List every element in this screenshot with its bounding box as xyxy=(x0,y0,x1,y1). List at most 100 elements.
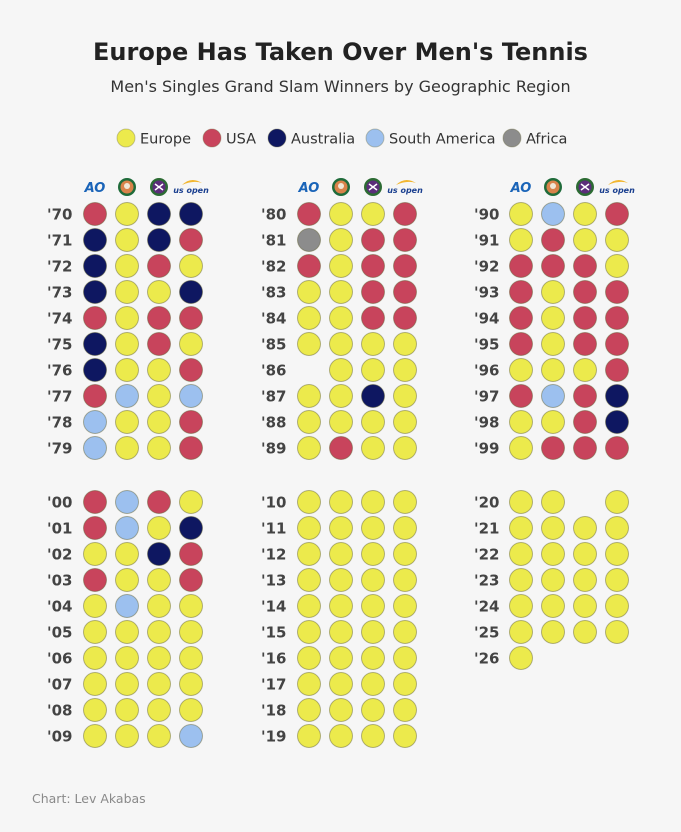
winner-dot-usa xyxy=(83,384,107,408)
year-label: '80 xyxy=(261,206,286,224)
winner-dot-usa xyxy=(509,384,533,408)
winner-dot-australia xyxy=(605,410,629,434)
year-label: '95 xyxy=(474,336,499,354)
winner-dot-europe xyxy=(179,620,203,644)
winner-dot-europe xyxy=(509,436,533,460)
winner-dot-usa xyxy=(573,306,597,330)
winner-dot-europe xyxy=(329,724,353,748)
row-89: '89 xyxy=(261,436,417,460)
year-label: '84 xyxy=(261,310,286,328)
winner-dot-europe xyxy=(329,594,353,618)
winner-dot-usa xyxy=(179,542,203,566)
winner-dot-europe xyxy=(329,672,353,696)
winner-dot-europe xyxy=(361,724,385,748)
winner-dot-south-america xyxy=(115,516,139,540)
legend-item-africa: Africa xyxy=(502,128,567,148)
winner-dot-europe xyxy=(393,672,417,696)
winner-dot-south-america xyxy=(179,384,203,408)
row-79: '79 xyxy=(47,436,203,460)
winner-dot-south-america xyxy=(83,436,107,460)
year-label: '13 xyxy=(261,572,286,590)
winner-dot-europe xyxy=(297,516,321,540)
year-label: '01 xyxy=(47,520,72,538)
row-95: '95 xyxy=(474,332,629,356)
winner-dot-europe xyxy=(329,620,353,644)
winner-dot-europe xyxy=(147,516,171,540)
row-04: '04 xyxy=(47,594,203,618)
winner-dot-europe xyxy=(83,594,107,618)
winner-dot-europe xyxy=(509,594,533,618)
winner-dot-europe xyxy=(393,332,417,356)
ao-logo-icon: AO xyxy=(298,181,320,196)
winner-dot-europe xyxy=(297,672,321,696)
winner-dot-europe xyxy=(393,568,417,592)
winner-dot-europe xyxy=(361,332,385,356)
year-label: '17 xyxy=(261,676,286,694)
winner-dot-europe xyxy=(361,568,385,592)
row-25: '25 xyxy=(474,620,629,644)
row-83: '83 xyxy=(261,280,417,304)
winner-dot-europe xyxy=(115,202,139,226)
winner-dot-usa xyxy=(573,254,597,278)
winner-dot-usa xyxy=(393,254,417,278)
year-label: '79 xyxy=(47,440,72,458)
row-97: '97 xyxy=(474,384,629,408)
winner-dot-south-america xyxy=(115,490,139,514)
winner-dot-europe xyxy=(573,568,597,592)
winner-dot-australia xyxy=(83,280,107,304)
year-label: '03 xyxy=(47,572,72,590)
legend-swatch-europe xyxy=(116,128,136,148)
row-02: '02 xyxy=(47,542,203,566)
winner-dot-australia xyxy=(83,228,107,252)
winner-dot-europe xyxy=(605,620,629,644)
tournament-header-block-1: AO us open xyxy=(84,178,209,196)
winner-dot-usa xyxy=(297,202,321,226)
winner-dot-europe xyxy=(509,516,533,540)
year-label: '81 xyxy=(261,232,286,250)
winner-dot-europe xyxy=(179,594,203,618)
winner-dot-europe xyxy=(297,646,321,670)
year-label: '78 xyxy=(47,414,72,432)
chart-credit: Chart: Lev Akabas xyxy=(32,791,146,806)
year-label: '18 xyxy=(261,702,286,720)
winner-dot-usa xyxy=(361,228,385,252)
winner-dot-europe xyxy=(179,646,203,670)
winner-dot-europe xyxy=(605,568,629,592)
winner-dot-europe xyxy=(541,594,565,618)
row-71: '71 xyxy=(47,228,203,252)
winner-dot-europe xyxy=(541,490,565,514)
winner-dot-europe xyxy=(179,698,203,722)
winner-dot-europe xyxy=(329,542,353,566)
winner-dot-usa xyxy=(147,306,171,330)
year-label: '76 xyxy=(47,362,72,380)
winner-dot-europe xyxy=(509,542,533,566)
winner-dot-europe xyxy=(329,516,353,540)
winner-dot-europe xyxy=(329,358,353,382)
wimbledon-logo-icon xyxy=(576,178,594,196)
row-77: '77 xyxy=(47,384,203,408)
winner-dot-europe xyxy=(147,646,171,670)
winner-dot-europe xyxy=(361,410,385,434)
legend-swatch-usa xyxy=(202,128,222,148)
row-84: '84 xyxy=(261,306,417,330)
winner-dot-usa xyxy=(179,436,203,460)
winner-dot-usa xyxy=(361,254,385,278)
year-label: '70 xyxy=(47,206,72,224)
winner-dot-south-america xyxy=(83,410,107,434)
winner-dot-europe xyxy=(147,436,171,460)
winner-dot-europe xyxy=(115,724,139,748)
winner-dot-usa xyxy=(393,202,417,226)
row-26: '26 xyxy=(474,646,533,670)
winner-dot-europe xyxy=(329,280,353,304)
winner-dot-europe xyxy=(393,358,417,382)
legend-label-usa: USA xyxy=(226,132,256,148)
row-09: '09 xyxy=(47,724,203,748)
year-label: '71 xyxy=(47,232,72,250)
winner-dot-europe xyxy=(509,228,533,252)
winner-dot-europe xyxy=(605,516,629,540)
winner-dot-usa xyxy=(179,228,203,252)
winner-dot-europe xyxy=(147,672,171,696)
winner-dot-europe xyxy=(83,620,107,644)
winner-dot-europe xyxy=(329,384,353,408)
winner-dot-europe xyxy=(393,698,417,722)
